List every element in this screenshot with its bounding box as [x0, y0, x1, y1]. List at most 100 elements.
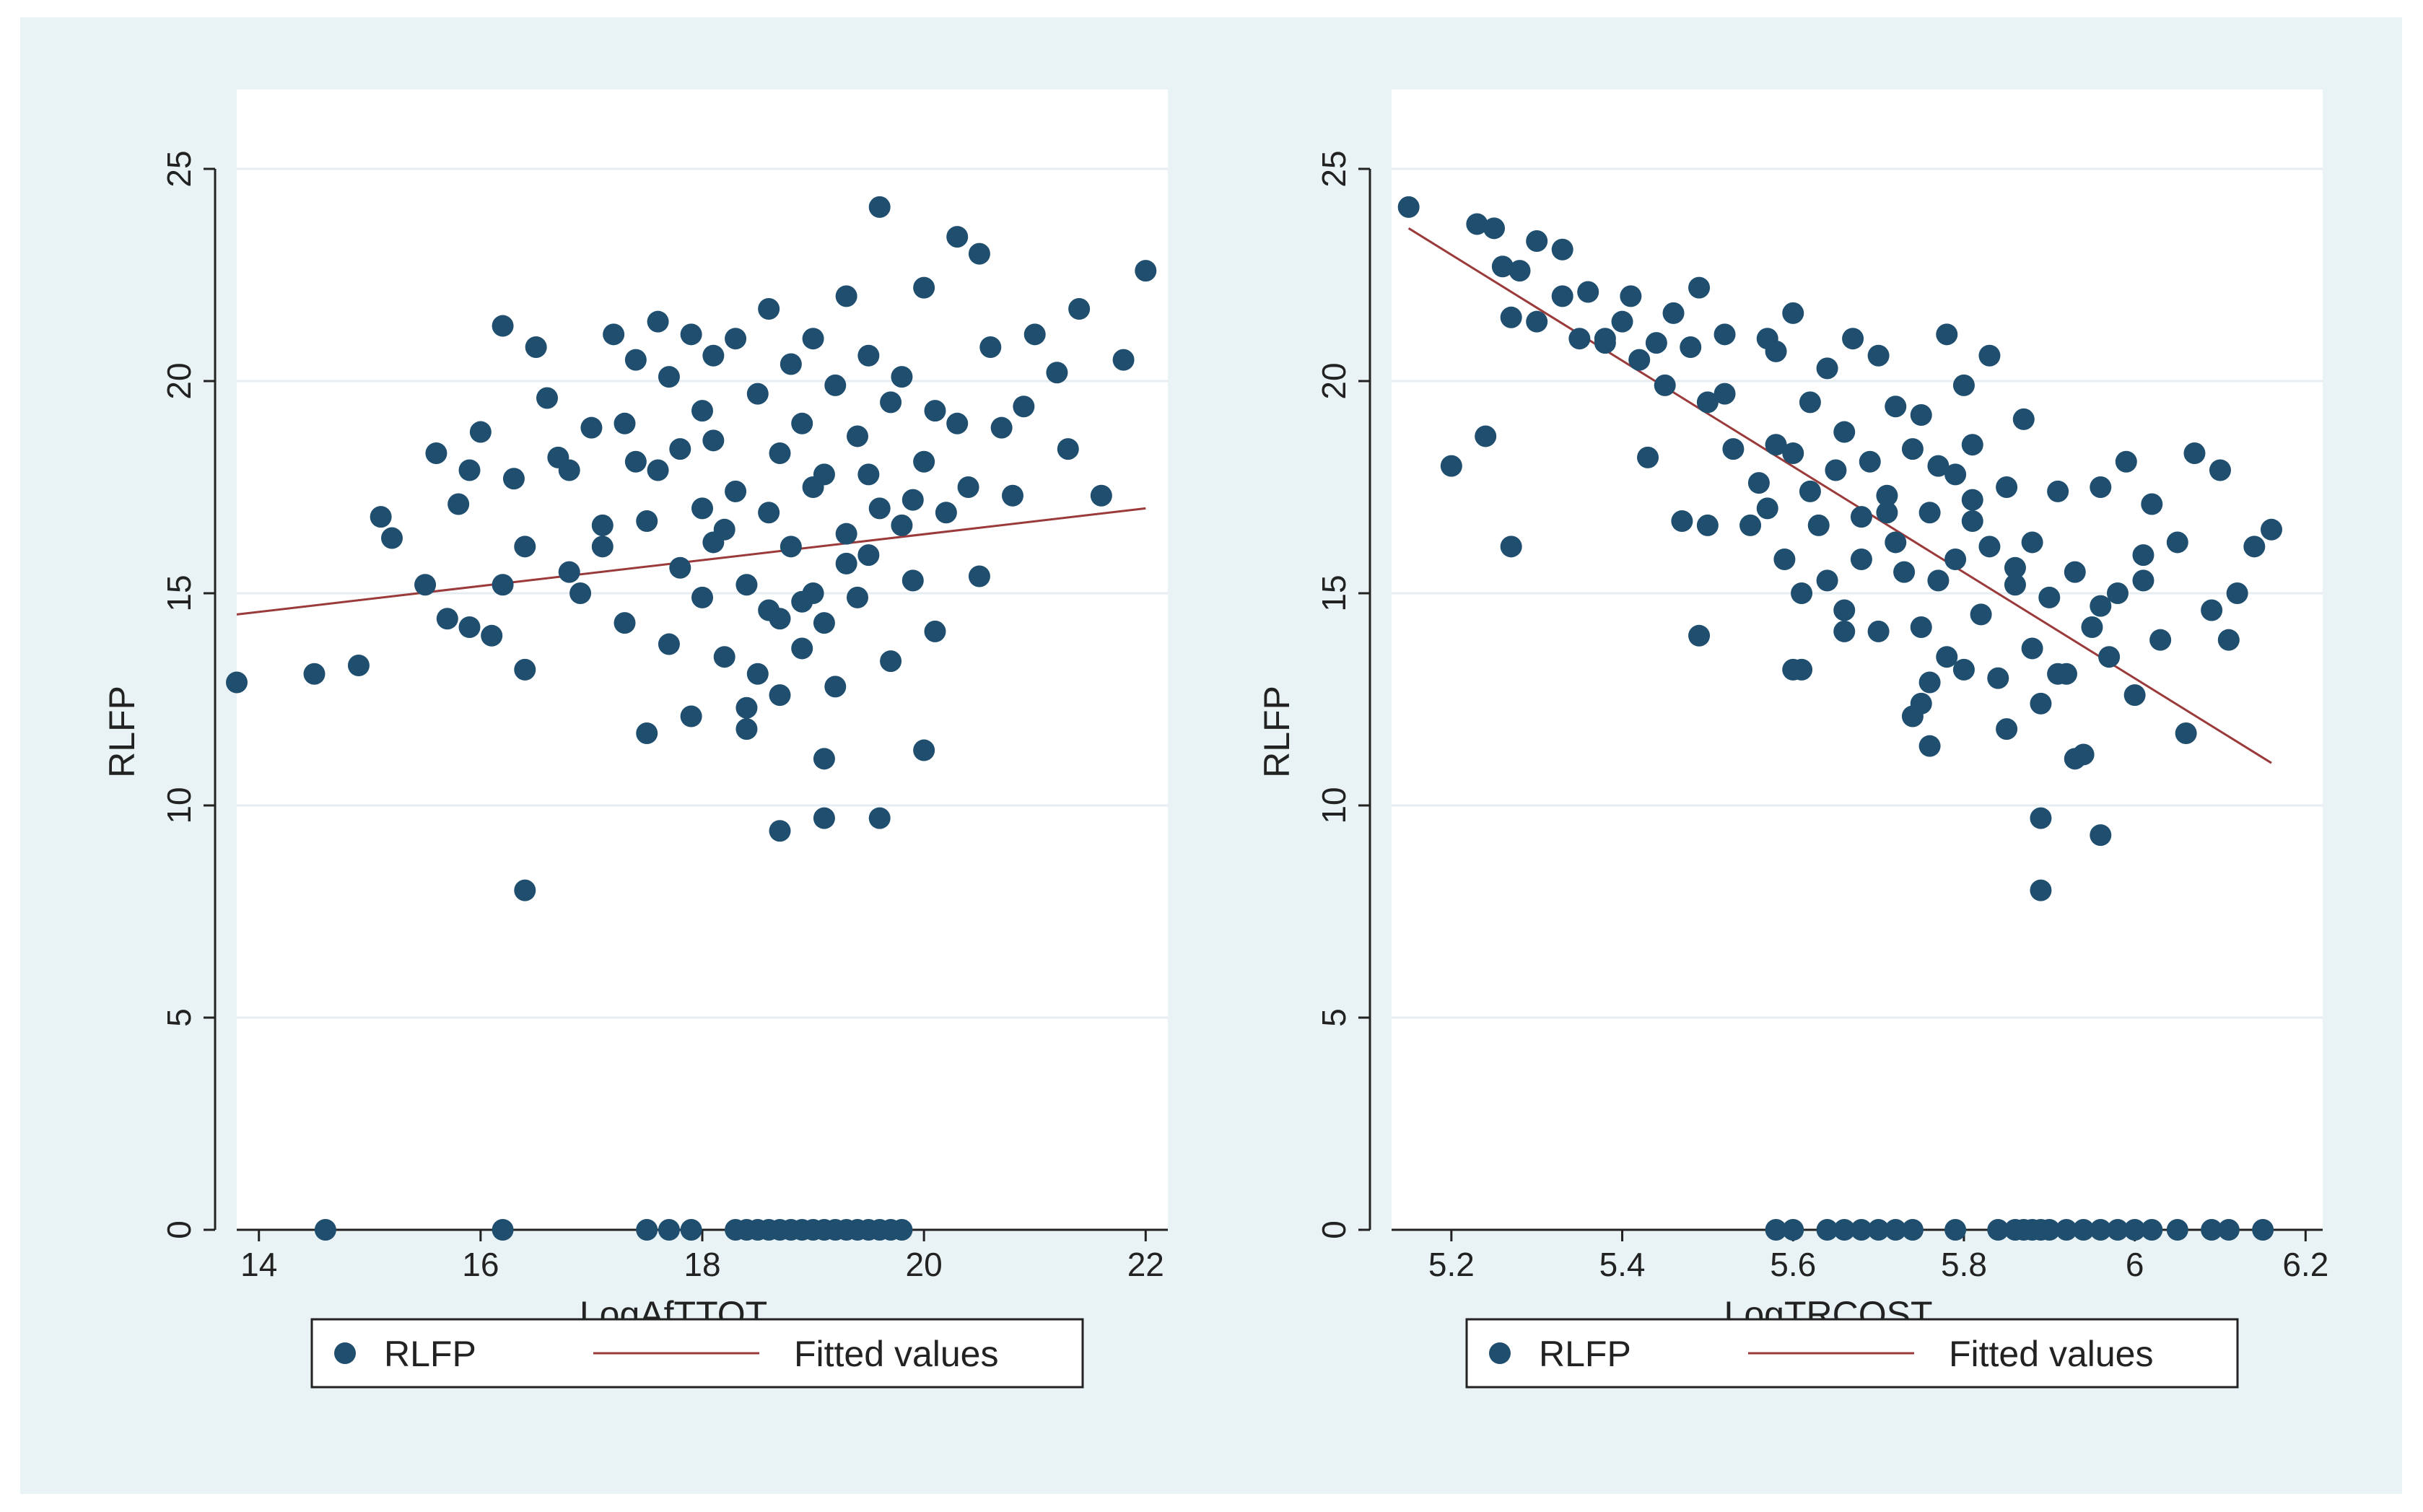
data-point-1-32 — [658, 366, 680, 388]
data-point-1-16 — [514, 536, 536, 558]
data-point-1-11 — [481, 624, 503, 647]
data-point-1-69 — [847, 586, 868, 608]
data-point-2-149 — [2217, 1219, 2240, 1241]
data-point-2-13 — [1611, 310, 1633, 333]
data-point-1-41 — [702, 429, 725, 452]
data-point-1-79 — [901, 569, 924, 592]
data-point-1-104 — [813, 748, 835, 770]
data-point-2-148 — [2201, 1219, 2223, 1241]
data-point-2-21 — [1696, 514, 1719, 536]
x-tick-label-2-4: 6 — [2126, 1246, 2144, 1283]
data-point-2-83 — [2081, 616, 2103, 639]
data-point-1-2 — [347, 654, 370, 676]
data-point-2-116 — [1833, 620, 1856, 642]
data-point-1-15 — [514, 658, 536, 681]
data-point-2-3 — [1475, 425, 1497, 447]
legend-label-rlfp-2: RLFP — [1539, 1334, 1631, 1374]
data-point-2-131 — [1867, 1219, 1890, 1241]
data-point-1-101 — [769, 820, 791, 842]
data-point-2-1 — [1440, 455, 1462, 477]
data-point-2-114 — [1765, 434, 1787, 456]
data-point-2-81 — [2064, 561, 2086, 583]
data-point-2-25 — [1739, 514, 1762, 536]
data-point-2-28 — [1765, 340, 1787, 362]
data-point-2-63 — [1952, 374, 1975, 396]
data-point-2-20 — [1688, 276, 1711, 299]
data-point-1-122 — [680, 1219, 702, 1241]
data-point-2-34 — [1799, 391, 1821, 414]
data-point-1-54 — [769, 442, 791, 464]
data-point-2-62 — [1944, 548, 1967, 570]
data-point-1-20 — [558, 459, 580, 481]
data-point-2-50 — [1893, 561, 1916, 583]
data-point-2-29 — [1773, 548, 1796, 570]
data-point-1-67 — [835, 523, 857, 545]
data-point-2-92 — [2166, 531, 2188, 554]
data-point-1-46 — [725, 480, 747, 502]
data-point-2-2 — [1466, 213, 1488, 235]
data-point-1-5 — [414, 574, 437, 596]
data-point-2-71 — [1996, 476, 2018, 498]
data-point-2-15 — [1628, 349, 1651, 371]
legend-label-fitted-2: Fitted values — [1949, 1334, 2153, 1374]
data-point-1-90 — [990, 416, 1013, 439]
data-point-1-52 — [758, 298, 780, 320]
data-point-2-94 — [2201, 599, 2223, 621]
data-point-2-115 — [1791, 582, 1813, 604]
data-point-1-45 — [725, 328, 747, 350]
data-point-1-119 — [492, 1219, 514, 1241]
data-point-2-141 — [2055, 1219, 2077, 1241]
data-point-1-70 — [847, 425, 868, 447]
data-point-2-125 — [2217, 629, 2240, 651]
data-point-2-22 — [1696, 391, 1719, 414]
data-point-1-109 — [624, 349, 647, 371]
data-point-2-104 — [1782, 658, 1804, 681]
data-point-1-33 — [658, 633, 680, 655]
data-point-1-25 — [614, 412, 636, 434]
data-point-1-75 — [880, 391, 902, 414]
data-point-1-110 — [702, 531, 725, 554]
data-point-1-58 — [791, 637, 813, 660]
data-point-1-120 — [636, 1219, 658, 1241]
data-point-2-117 — [1876, 502, 1898, 524]
data-point-2-87 — [2115, 450, 2137, 473]
data-point-1-50 — [746, 663, 769, 685]
data-point-2-58 — [1927, 569, 1950, 592]
data-point-2-59 — [1936, 323, 1958, 346]
legend-marker-rlfp-2 — [1489, 1342, 1511, 1364]
data-point-2-26 — [1747, 472, 1770, 494]
data-point-1-12 — [492, 315, 514, 337]
data-point-2-57 — [1927, 455, 1950, 477]
figure-background: 0 5 10 15 20 25 14 16 18 20 22 LogAfTTOT RLFP RLFP Fit… — [20, 17, 2402, 1494]
data-point-1-108 — [558, 561, 580, 583]
data-point-1-71 — [857, 344, 880, 367]
data-point-1-95 — [1057, 438, 1079, 460]
data-point-2-85 — [2098, 646, 2121, 668]
data-point-2-89 — [2132, 569, 2154, 592]
data-point-2-79 — [2047, 480, 2069, 502]
data-point-1-111 — [791, 590, 813, 613]
data-point-1-98 — [1112, 349, 1135, 371]
data-point-2-40 — [1833, 421, 1856, 443]
data-point-2-77 — [2030, 692, 2052, 715]
data-point-2-14 — [1620, 285, 1642, 307]
data-point-2-33 — [1799, 480, 1821, 502]
data-point-2-45 — [1867, 620, 1890, 642]
data-point-1-39 — [691, 400, 713, 422]
data-point-1-74 — [868, 497, 891, 520]
data-point-1-3 — [370, 506, 392, 528]
y-tick-label-2-4: 20 — [1315, 362, 1353, 399]
data-point-2-122 — [2090, 595, 2112, 617]
y-tick-label-2-0: 0 — [1315, 1220, 1353, 1239]
data-point-1-114 — [946, 412, 969, 434]
y-axis-title-1: RLFP — [102, 686, 142, 778]
data-point-2-64 — [1952, 658, 1975, 681]
data-point-1-97 — [1090, 484, 1112, 507]
data-point-1-92 — [1013, 396, 1035, 418]
data-point-1-31 — [647, 459, 669, 481]
data-point-1-78 — [891, 366, 913, 388]
data-point-2-135 — [1987, 1219, 2009, 1241]
data-point-2-44 — [1859, 450, 1881, 473]
data-point-2-24 — [1722, 438, 1745, 460]
data-point-2-84 — [2090, 476, 2112, 498]
